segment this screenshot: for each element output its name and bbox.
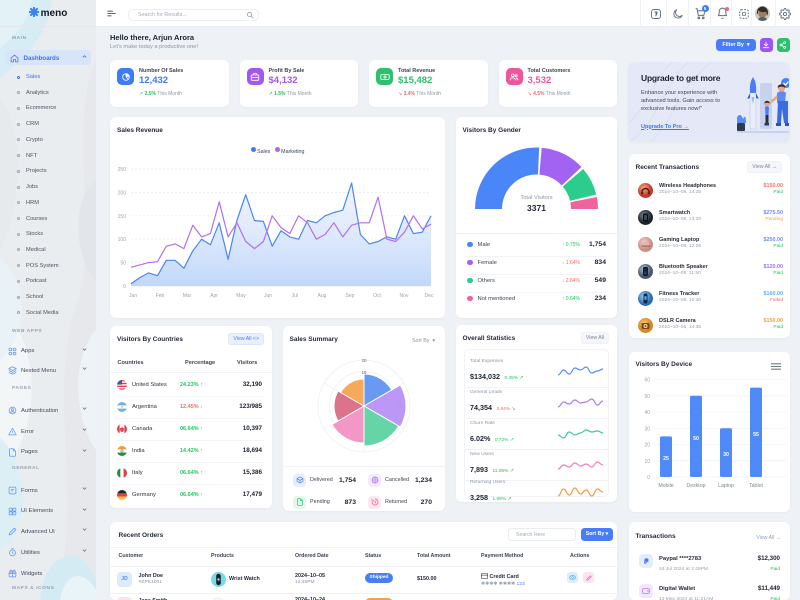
svg-text:Apr: Apr [210,293,218,299]
svg-text:Total Visitors: Total Visitors [520,195,552,201]
svg-text:25: 25 [663,456,669,462]
svg-text:20: 20 [644,443,650,449]
svg-text:Aug: Aug [318,293,327,299]
svg-text:50: 50 [693,436,699,442]
svg-text:Dec: Dec [425,293,434,299]
svg-text:Jun: Jun [264,293,272,299]
svg-text:Nov: Nov [400,293,409,299]
svg-text:3371: 3371 [527,203,546,213]
svg-text:50: 50 [120,261,126,267]
svg-text:20: 20 [361,358,367,363]
svg-text:250: 250 [118,167,127,173]
svg-text:40: 40 [644,410,650,416]
svg-text:30: 30 [644,427,650,433]
svg-text:200: 200 [118,190,127,196]
svg-text:Oct: Oct [373,293,381,299]
svg-text:Jul: Jul [292,293,298,299]
svg-text:Desktop: Desktop [686,483,705,489]
svg-text:55: 55 [753,432,759,438]
svg-text:Mar: Mar [183,293,192,299]
svg-text:Laptop: Laptop [718,483,734,489]
svg-text:30: 30 [723,452,729,458]
svg-text:May: May [236,293,246,299]
svg-text:0: 0 [647,475,650,481]
svg-text:0: 0 [123,284,126,290]
svg-text:50: 50 [644,394,650,400]
svg-text:Feb: Feb [156,293,165,299]
svg-text:100: 100 [118,237,127,243]
svg-text:60: 60 [644,378,650,384]
svg-text:Jan: Jan [129,293,137,299]
svg-text:Mobile: Mobile [658,483,673,489]
svg-text:Sep: Sep [346,293,355,299]
svg-text:150: 150 [118,214,127,220]
svg-text:Tablet: Tablet [749,483,763,489]
svg-text:10: 10 [644,459,650,465]
svg-text:15: 15 [361,370,367,375]
